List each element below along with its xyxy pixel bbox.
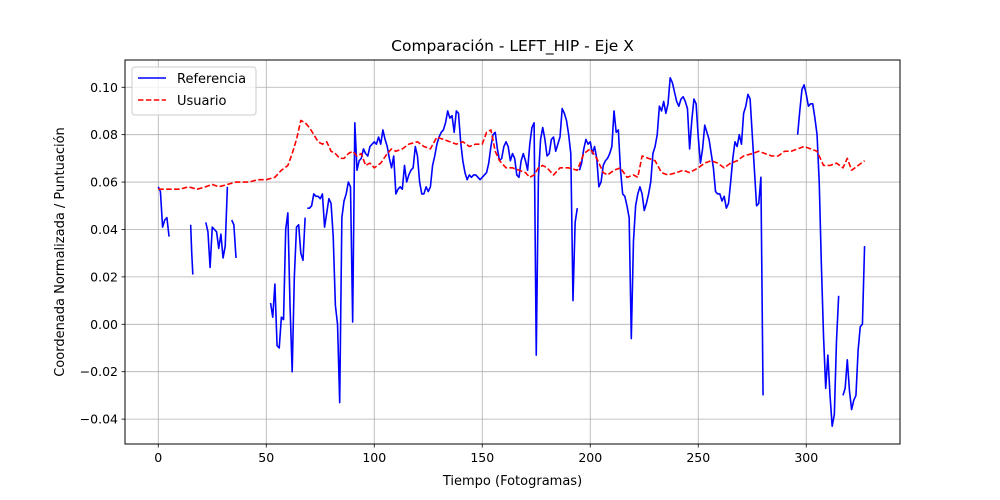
axis-ticks: 0 50 100 150 200 250 300 −0.04 −0.02 0.00 0.02 0.04… bbox=[80, 80, 819, 465]
x-tick-label: 100 bbox=[362, 450, 386, 465]
x-tick-label: 250 bbox=[686, 450, 710, 465]
y-tick-label: 0.08 bbox=[90, 127, 118, 142]
y-tick-label: 0.06 bbox=[90, 175, 118, 190]
x-axis-label: Tiempo (Fotogramas) bbox=[442, 474, 582, 489]
grid bbox=[125, 60, 900, 444]
x-tick-label: 50 bbox=[258, 450, 274, 465]
x-tick-label: 0 bbox=[154, 450, 162, 465]
y-axis-label: Coordenada Normalizada / Puntuación bbox=[53, 127, 68, 377]
legend: Referencia Usuario bbox=[131, 66, 257, 116]
y-tick-label: 0.02 bbox=[90, 269, 118, 284]
x-tick-label: 300 bbox=[794, 450, 818, 465]
y-tick-label: −0.04 bbox=[80, 412, 118, 427]
y-tick-label: −0.02 bbox=[80, 364, 118, 379]
chart-title: Comparación - LEFT_HIP - Eje X bbox=[391, 37, 634, 56]
series-line-referencia bbox=[157, 76, 866, 428]
legend-label-referencia: Referencia bbox=[177, 72, 246, 87]
y-tick-label: 0.04 bbox=[90, 222, 118, 237]
series-line-usuario bbox=[158, 119, 866, 190]
y-tick-label: 0.10 bbox=[90, 80, 118, 95]
series-lines bbox=[157, 76, 866, 428]
plot-frame bbox=[124, 59, 901, 445]
x-tick-label: 150 bbox=[470, 450, 494, 465]
legend-label-usuario: Usuario bbox=[177, 94, 226, 109]
y-tick-label: 0.00 bbox=[90, 317, 118, 332]
x-tick-label: 200 bbox=[578, 450, 602, 465]
legend-box bbox=[131, 66, 257, 116]
